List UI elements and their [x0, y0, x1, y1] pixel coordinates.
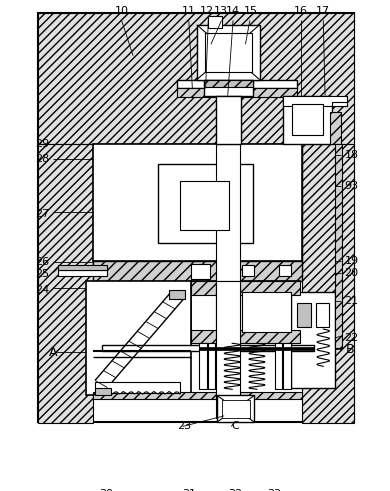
Bar	[205, 33, 252, 72]
Text: 12: 12	[199, 5, 214, 16]
Bar	[216, 281, 240, 418]
Bar	[191, 330, 300, 343]
Bar	[58, 270, 106, 276]
Text: 22: 22	[344, 333, 359, 343]
Bar	[93, 144, 302, 261]
Bar	[302, 144, 354, 423]
Text: 24: 24	[35, 285, 49, 295]
Bar	[58, 266, 106, 270]
Bar	[93, 144, 302, 264]
Bar	[169, 290, 185, 299]
Text: 30: 30	[99, 489, 113, 491]
Text: 10: 10	[115, 5, 129, 16]
Bar	[275, 343, 282, 389]
Bar	[284, 96, 347, 106]
Bar	[191, 281, 300, 343]
Bar	[242, 292, 291, 332]
Bar	[208, 343, 215, 389]
Bar	[95, 382, 180, 393]
Bar	[93, 392, 302, 399]
Bar	[38, 13, 354, 144]
Bar	[199, 343, 206, 389]
Bar	[177, 88, 297, 97]
Bar	[204, 80, 252, 87]
Text: 21: 21	[344, 296, 359, 306]
Bar	[38, 144, 93, 423]
Text: 29: 29	[35, 139, 49, 149]
Bar	[177, 80, 297, 88]
Text: 20: 20	[344, 268, 359, 277]
Bar	[86, 281, 191, 395]
Text: 27: 27	[35, 209, 49, 219]
Text: 18: 18	[344, 150, 359, 160]
Text: 15: 15	[244, 5, 258, 16]
Text: 23: 23	[177, 421, 191, 432]
Text: 13: 13	[214, 5, 228, 16]
Bar	[332, 102, 347, 106]
Bar	[242, 266, 254, 276]
Text: 33: 33	[268, 489, 282, 491]
Text: 14: 14	[226, 5, 240, 16]
Bar	[191, 264, 210, 279]
Text: 31: 31	[182, 489, 196, 491]
Text: A: A	[49, 346, 58, 358]
Bar	[284, 96, 332, 144]
Text: 28: 28	[35, 154, 49, 164]
Text: 11: 11	[182, 5, 196, 16]
Bar	[330, 112, 341, 144]
Bar	[216, 144, 240, 281]
Bar	[291, 292, 335, 387]
Bar	[191, 281, 300, 295]
Text: B: B	[346, 343, 354, 356]
Bar	[284, 343, 291, 389]
Bar	[208, 16, 222, 28]
Bar	[204, 80, 252, 96]
Text: 19: 19	[344, 256, 359, 266]
Bar	[216, 96, 241, 144]
Bar	[316, 302, 329, 327]
Bar	[93, 261, 302, 281]
Text: 25: 25	[35, 269, 49, 279]
Bar	[297, 302, 311, 327]
Bar	[199, 347, 314, 351]
Bar	[217, 395, 254, 422]
Text: 16: 16	[294, 5, 308, 16]
Bar	[279, 266, 291, 276]
Bar	[102, 345, 314, 351]
Bar	[180, 181, 229, 230]
Text: 26: 26	[35, 257, 49, 267]
Bar	[95, 387, 111, 395]
Bar	[292, 105, 323, 136]
Text: 17: 17	[316, 5, 330, 16]
Text: C: C	[231, 421, 239, 432]
Bar	[216, 281, 240, 343]
Bar	[197, 25, 260, 80]
Text: 93: 93	[344, 181, 359, 191]
Bar	[335, 144, 342, 348]
Bar	[222, 400, 250, 418]
Text: 32: 32	[228, 489, 242, 491]
Bar	[158, 164, 254, 244]
